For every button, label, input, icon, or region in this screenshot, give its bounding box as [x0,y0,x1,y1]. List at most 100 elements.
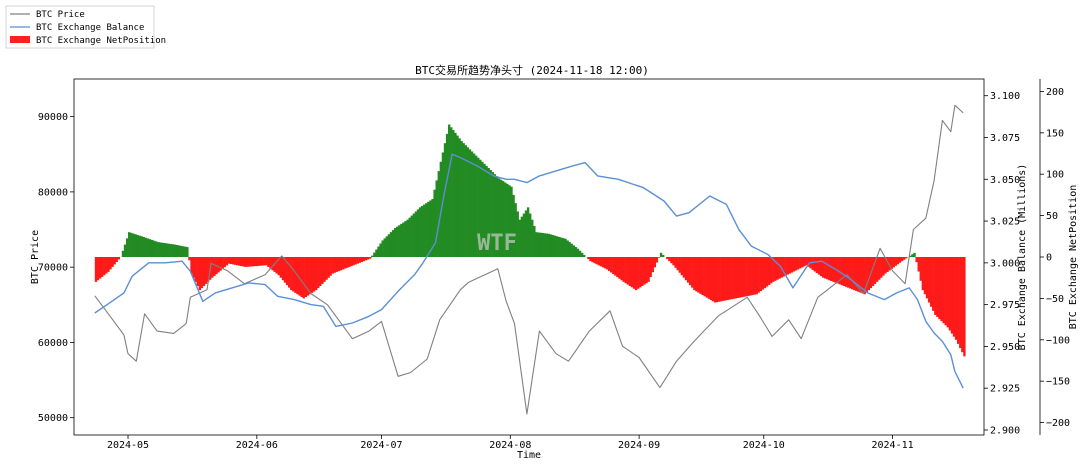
netposition-bar [319,257,322,286]
legend-swatch-netposition [10,36,30,43]
x-tick-label: 2024-05 [107,440,149,451]
x-tick-label: 2024-07 [360,440,402,451]
netposition-bar [743,257,746,297]
netposition-bar [420,205,424,257]
price-tick-label: 60000 [38,338,68,349]
legend-label-price: BTC Price [36,10,85,20]
netposition-bar [238,257,241,266]
netposition-bar [423,204,426,257]
netposition-bar [491,172,494,257]
netposition-bar [919,257,922,281]
netposition-bar [190,257,193,274]
netposition-bar [132,233,135,257]
netposition-bar [715,257,719,303]
netposition-bar [171,244,175,257]
netposition-bar [828,257,831,281]
netposition-bar [233,257,237,265]
netposition-bar [260,257,264,266]
netposition-bar [674,257,677,268]
netposition-bar [572,245,576,257]
netposition-bar [206,257,210,282]
netposition-bar [362,257,366,262]
netposition-bar [140,236,143,257]
price-series-line [94,104,964,415]
netposition-tick-label: −100 [1046,335,1070,346]
netposition-bar [155,241,158,257]
netposition-bar [152,240,156,257]
netposition-bar [547,233,551,257]
netposition-bar [381,240,384,257]
netposition-bar [776,257,779,280]
netposition-bar [157,242,160,257]
netposition-bar [445,133,449,257]
netposition-bar [738,257,742,298]
netposition-bar [734,257,738,299]
netposition-bar [404,221,407,257]
netposition-bar [580,252,584,257]
netposition-bar [846,257,850,288]
netposition-bar [688,257,692,286]
netposition-bar [634,257,638,291]
netposition-bar [186,247,189,257]
netposition-bar [884,257,887,274]
netposition-bar [821,257,825,278]
netposition-bar [551,235,555,257]
netposition-bar [954,257,958,340]
netposition-bar [799,257,802,269]
netposition-bar [911,254,914,257]
netposition-bar [950,257,954,334]
netposition-bar [227,257,231,264]
netposition-bar [722,257,725,301]
netposition-bar [790,257,794,273]
netposition-bar [574,247,578,257]
netposition-bar [481,161,484,257]
netposition-bar [570,243,573,257]
netposition-bar [589,257,592,262]
netposition-bar [747,257,750,296]
netposition-bar [464,145,467,257]
netposition-bar [269,257,272,269]
netposition-bar [759,257,762,292]
netposition-bar [961,257,964,353]
netposition-bar [871,257,875,286]
netposition-bar [366,257,370,260]
netposition-bar [136,234,139,257]
netposition-bar [830,257,833,282]
netposition-bar [724,257,727,301]
netposition-bar [807,257,810,267]
netposition-bar [400,223,403,257]
netposition-bar [101,257,104,277]
netposition-bar [402,222,405,257]
netposition-bar [161,242,164,257]
netposition-bar [522,213,526,257]
legend-box [5,5,155,49]
netposition-bar [880,257,883,278]
netposition-bar [699,257,702,294]
netposition-bar [709,257,713,301]
netposition-bar [221,257,224,269]
netposition-bar [325,257,328,280]
netposition-bar [150,239,154,257]
netposition-bar [693,257,696,291]
netposition-bar [123,244,127,257]
netposition-axis-ticks: −200 −150 −100 −50 0 50 100 150 200 [1040,87,1070,429]
netposition-bar [219,257,222,271]
netposition-bar [493,174,497,257]
netposition-bar [285,257,289,286]
watermark-text: WTF [477,231,517,256]
netposition-bar [666,257,669,260]
netposition-bar [317,257,320,289]
netposition-bar [254,257,258,267]
netposition-bar [396,226,399,257]
netposition-bar [333,257,337,273]
netposition-bar [339,257,343,271]
netposition-bar [302,257,305,299]
netposition-bar [346,257,349,268]
legend-label-balance: BTC Exchange Balance [36,23,144,33]
netposition-bar [231,257,235,265]
netposition-bar [128,232,131,257]
netposition-bar [429,200,432,257]
balance-tick-label: 3.025 [990,217,1020,228]
netposition-bar [454,132,457,257]
